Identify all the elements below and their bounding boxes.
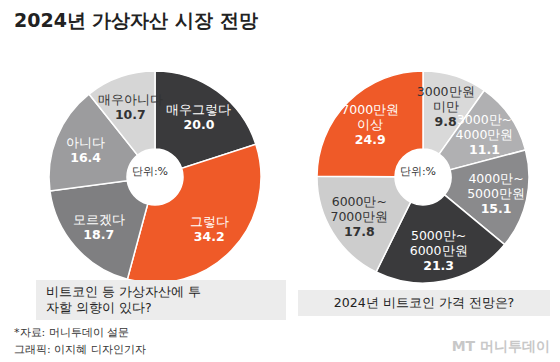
svg-text:6000만~7000만원17.8: 6000만~7000만원17.8 bbox=[330, 194, 388, 239]
html-text:9.8: 9.8 bbox=[434, 113, 457, 129]
html-text:그래픽: 이지혜 디자인기자: 그래픽: 이지혜 디자인기자 bbox=[14, 343, 146, 356]
html-text:미만: 미만 bbox=[432, 98, 459, 114]
svg-text:매우아니다10.7: 매우아니다10.7 bbox=[98, 91, 163, 121]
html-text:*자료: 머니투데이 설문: *자료: 머니투데이 설문 bbox=[14, 326, 130, 339]
svg-text:4000만~5000만원15.1: 4000만~5000만원15.1 bbox=[467, 171, 525, 216]
html-text:3000만원: 3000만원 bbox=[416, 83, 475, 99]
svg-text:아니다16.4: 아니다16.4 bbox=[66, 134, 105, 164]
html-text:MT 머니투데이: MT 머니투데이 bbox=[451, 338, 550, 354]
html-text:2024년 가상자산 시장 전망: 2024년 가상자산 시장 전망 bbox=[14, 9, 258, 31]
html-text:단위:%: 단위:% bbox=[399, 165, 437, 178]
html-text:비트코인 등 가상자산에 투자할 의향이 있다?: 비트코인 등 가상자산에 투자할 의향이 있다? bbox=[46, 284, 201, 315]
svg-text:그렇다34.2: 그렇다34.2 bbox=[190, 214, 229, 244]
html-text:2024년 비트코인 가격 전망은?: 2024년 비트코인 가격 전망은? bbox=[333, 294, 515, 310]
svg-text:모르겠다18.7: 모르겠다18.7 bbox=[73, 211, 125, 241]
svg-text:3000만~4000만원11.1: 3000만~4000만원11.1 bbox=[456, 112, 514, 157]
svg-text:7000만원이상24.9: 7000만원이상24.9 bbox=[341, 101, 399, 146]
svg-text:5000만~6000만원21.3: 5000만~6000만원21.3 bbox=[410, 228, 468, 273]
svg-text:매우그렇다20.0: 매우그렇다20.0 bbox=[166, 101, 231, 131]
html-text:단위:%: 단위:% bbox=[131, 165, 169, 178]
